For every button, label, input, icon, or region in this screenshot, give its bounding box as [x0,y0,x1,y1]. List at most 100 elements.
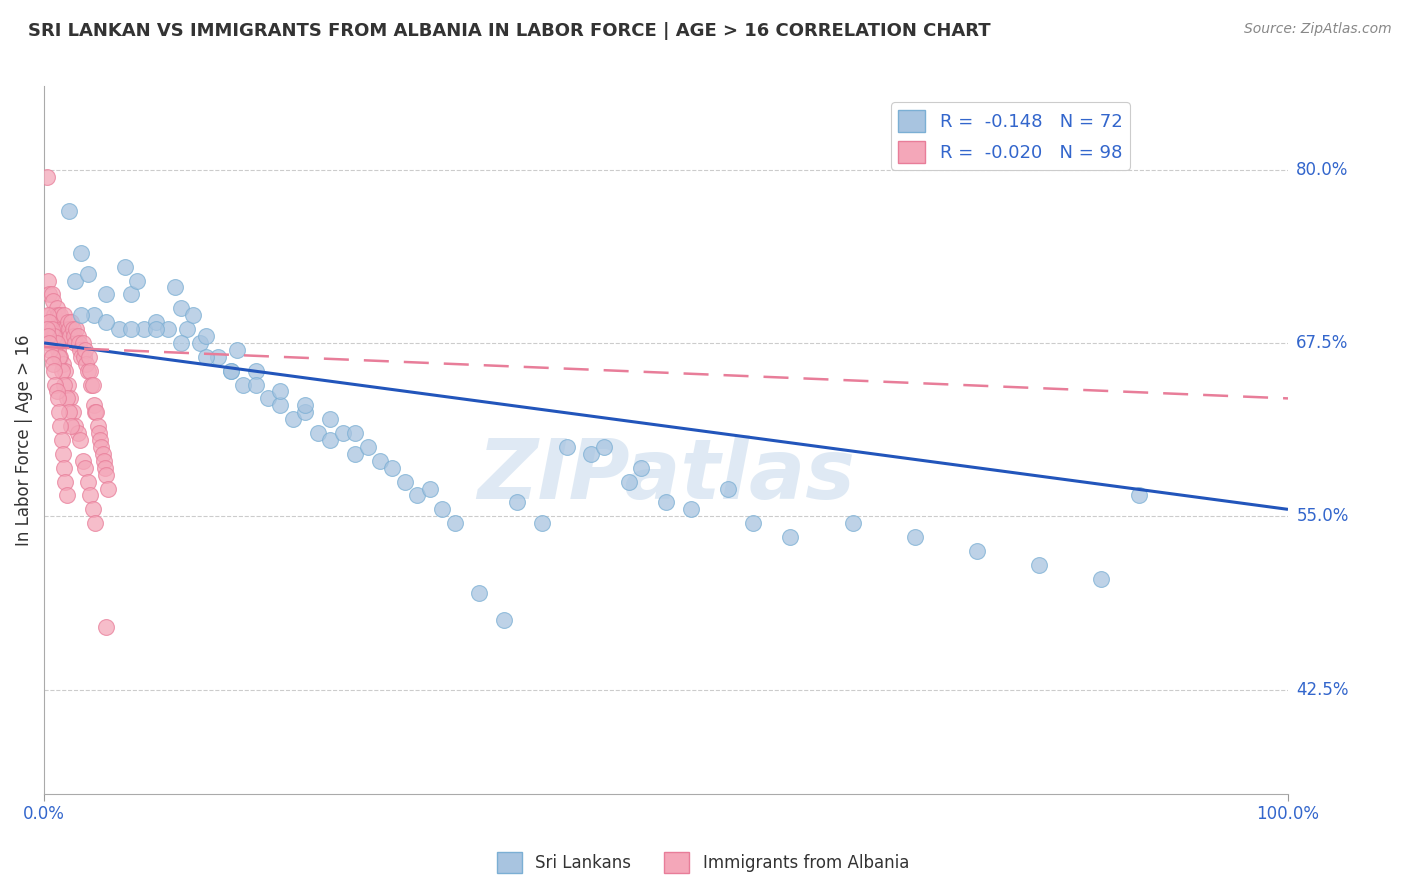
Point [183,308,205,322]
Point [46,392,69,406]
Point [294,398,316,412]
Point [742,516,765,531]
Point [80,377,103,392]
Point [72,335,94,350]
Text: 67.5%: 67.5% [1296,334,1348,352]
Point [332,426,354,441]
Point [617,475,640,489]
Point [53,364,76,378]
Text: 55.0%: 55.0% [1296,508,1348,525]
Point [207,350,229,364]
Point [87,426,110,441]
Legend: Sri Lankans, Immigrants from Albania: Sri Lankans, Immigrants from Albania [491,846,915,880]
Point [145,322,167,336]
Point [45,335,67,350]
Point [46,308,69,322]
Point [39,308,62,322]
Point [90,440,112,454]
Point [63,329,86,343]
Point [39,322,62,336]
Point [59,392,82,406]
Point [55,488,77,502]
Point [114,260,136,274]
Point [48,405,70,419]
Point [717,482,740,496]
Point [86,405,108,419]
Point [494,613,516,627]
Point [41,287,63,301]
Point [86,419,108,434]
Point [157,322,180,336]
Point [1028,558,1050,572]
Point [506,495,529,509]
Point [42,308,65,322]
Point [49,308,72,322]
Point [55,392,77,406]
Point [592,440,614,454]
Point [170,335,193,350]
Point [368,454,391,468]
Point [75,343,97,357]
Point [70,308,93,322]
Point [42,329,65,343]
Point [46,343,69,357]
Point [70,350,93,364]
Point [1090,572,1112,586]
Point [257,392,280,406]
Point [344,447,367,461]
Point [52,329,75,343]
Point [59,329,82,343]
Point [42,294,65,309]
Point [655,495,678,509]
Point [219,364,242,378]
Point [555,440,578,454]
Point [530,516,553,531]
Point [60,419,83,434]
Point [48,322,70,336]
Point [39,343,62,357]
Point [79,364,101,378]
Point [53,475,76,489]
Point [67,335,90,350]
Point [219,364,242,378]
Point [44,377,66,392]
Point [194,350,217,364]
Point [127,273,149,287]
Point [406,488,429,502]
Point [38,335,60,350]
Point [679,502,702,516]
Point [66,329,89,343]
Point [307,426,329,441]
Point [294,405,316,419]
Point [94,460,117,475]
Point [44,315,66,329]
Point [37,308,59,322]
Point [120,322,142,336]
Point [581,447,603,461]
Point [63,335,86,350]
Point [245,377,267,392]
Point [77,350,100,364]
Point [58,204,80,219]
Point [394,475,416,489]
Text: 80.0%: 80.0% [1296,161,1348,178]
Point [69,433,91,447]
Point [62,322,84,336]
Point [75,357,97,371]
Point [62,405,84,419]
Point [55,329,77,343]
Point [630,460,652,475]
Point [91,447,114,461]
Point [37,273,59,287]
Point [56,315,79,329]
Point [89,433,111,447]
Point [37,329,59,343]
Point [69,343,91,357]
Point [188,335,211,350]
Point [53,308,76,322]
Point [42,357,65,371]
Point [63,419,86,434]
Point [52,357,75,371]
Point [76,364,98,378]
Point [49,350,72,364]
